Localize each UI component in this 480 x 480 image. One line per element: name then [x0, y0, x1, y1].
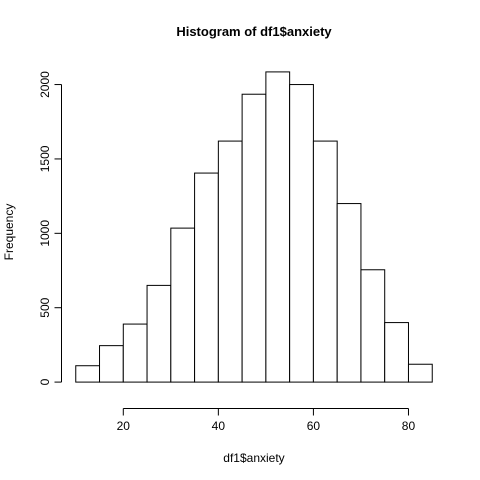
histogram-bar [122, 323, 148, 383]
y-tick-label: 500 [38, 297, 52, 317]
histogram-bar [75, 365, 101, 383]
y-axis: 0 500 1000 1500 2000 [38, 71, 62, 385]
x-tick-label: 60 [307, 419, 321, 433]
histogram-bar [241, 93, 267, 383]
y-tick-label: 2000 [38, 71, 52, 98]
histogram-bar [312, 140, 338, 383]
x-axis-label: df1$anxiety [223, 451, 284, 465]
y-tick-label: 0 [38, 378, 52, 385]
y-tick-label: 1000 [38, 220, 52, 247]
histogram-bar [336, 203, 362, 383]
y-axis-label: Frequency [2, 204, 16, 261]
histogram-bar [217, 140, 243, 383]
y-tick-label: 1500 [38, 145, 52, 172]
histogram-bar [146, 284, 172, 383]
histogram-bar [384, 322, 409, 383]
histogram-bar [265, 71, 291, 383]
histogram-bar [170, 227, 196, 383]
histogram-bar [407, 363, 433, 383]
bars-group [75, 71, 433, 383]
x-tick-label: 40 [212, 419, 226, 433]
histogram-bar [194, 172, 219, 383]
x-tick-label: 20 [117, 419, 131, 433]
histogram-bar [360, 269, 386, 383]
x-axis: 20 40 60 80 [117, 408, 416, 433]
histogram-bar [289, 84, 314, 383]
histogram-bar [99, 345, 124, 383]
x-tick-label: 80 [402, 419, 416, 433]
chart-title: Histogram of df1$anxiety [176, 24, 332, 39]
